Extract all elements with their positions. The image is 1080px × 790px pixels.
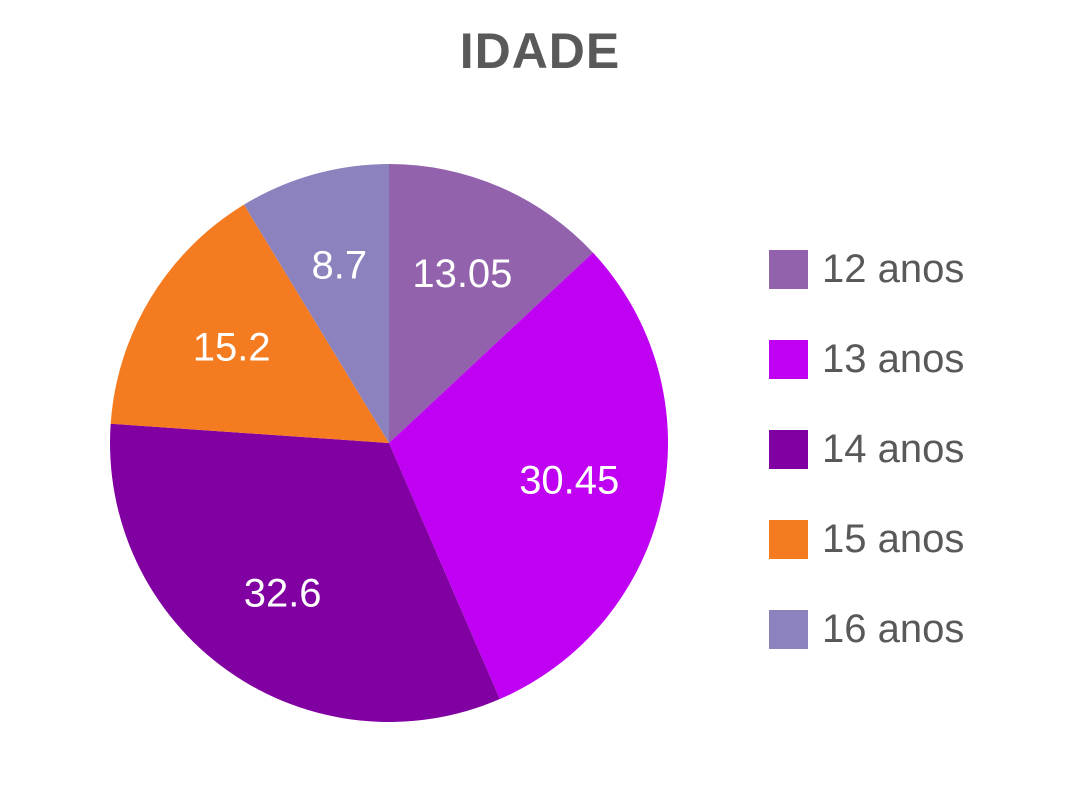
pie-slice-12-anos xyxy=(389,164,593,443)
pie-slice-16-anos xyxy=(243,164,389,443)
legend-item-15-anos: 15 anos xyxy=(769,494,964,584)
legend-swatch xyxy=(769,519,808,559)
chart-legend: 12 anos 13 anos 14 anos 15 anos 16 anos xyxy=(769,224,964,674)
data-label-12-anos: 13.05 xyxy=(412,252,512,296)
data-label-16-anos: 8.7 xyxy=(311,244,367,288)
pie-slice-13-anos xyxy=(389,252,668,700)
legend-item-16-anos: 16 anos xyxy=(769,584,964,674)
data-label-13-anos: 30.45 xyxy=(519,459,619,503)
data-label-14-anos: 32.6 xyxy=(244,571,322,615)
legend-item-13-anos: 13 anos xyxy=(769,314,964,404)
legend-label: 12 anos xyxy=(822,246,965,291)
legend-swatch xyxy=(769,339,808,379)
legend-swatch xyxy=(769,429,808,469)
pie-slice-15-anos xyxy=(110,204,389,443)
legend-label: 16 anos xyxy=(822,606,965,651)
legend-swatch xyxy=(769,609,808,649)
legend-item-14-anos: 14 anos xyxy=(769,404,964,494)
legend-label: 13 anos xyxy=(822,336,965,381)
chart-title: IDADE xyxy=(459,23,621,79)
legend-label: 14 anos xyxy=(822,426,965,471)
legend-label: 15 anos xyxy=(822,516,965,561)
pie-slice-14-anos xyxy=(109,423,500,722)
legend-item-12-anos: 12 anos xyxy=(769,224,964,314)
legend-swatch xyxy=(769,249,808,289)
data-label-15-anos: 15.2 xyxy=(193,325,271,369)
